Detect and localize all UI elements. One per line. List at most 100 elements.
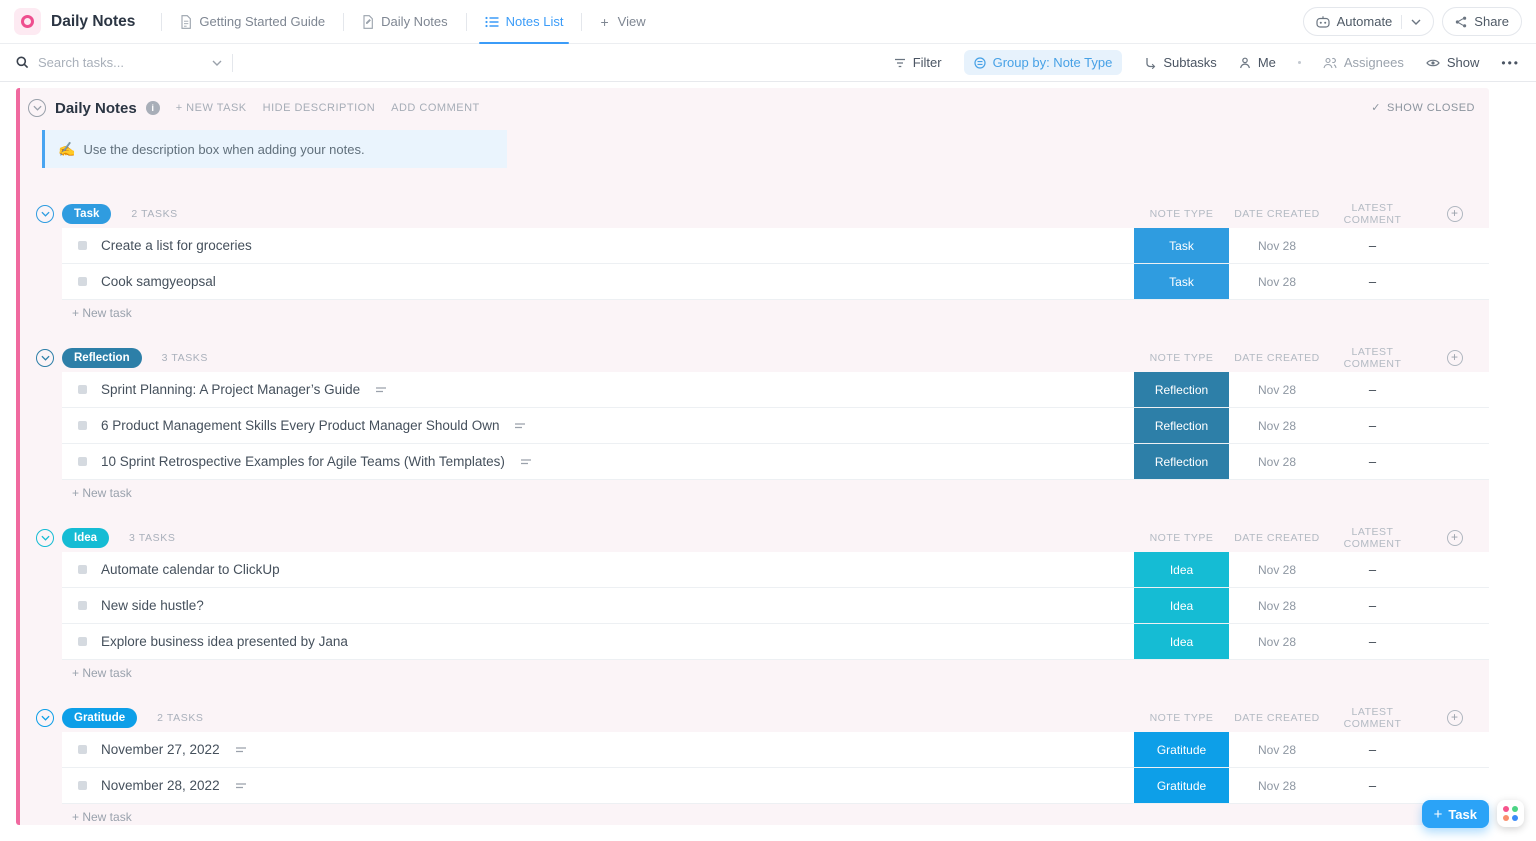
- description-icon[interactable]: [235, 746, 246, 753]
- list-logo[interactable]: [14, 8, 41, 35]
- date-created-cell[interactable]: Nov 28: [1257, 238, 1297, 253]
- assignees-button[interactable]: Assignees: [1323, 55, 1404, 70]
- status-square-icon[interactable]: [78, 565, 87, 574]
- collapse-chevron-icon[interactable]: [36, 349, 54, 367]
- subtasks-button[interactable]: Subtasks: [1144, 55, 1217, 70]
- task-row[interactable]: November 27, 2022 Gratitude Nov 28 –: [62, 732, 1489, 768]
- group-pill[interactable]: Task: [62, 204, 112, 224]
- description-icon[interactable]: [235, 782, 246, 789]
- new-task-button[interactable]: + New task: [72, 666, 132, 680]
- group-pill[interactable]: Reflection: [62, 348, 142, 368]
- task-title[interactable]: New side hustle?: [101, 598, 204, 613]
- task-title[interactable]: 6 Product Management Skills Every Produc…: [101, 418, 500, 433]
- tab-getting-started-guide[interactable]: Getting Started Guide: [172, 0, 333, 44]
- column-note-type[interactable]: NOTE TYPE: [1149, 208, 1214, 220]
- date-created-cell[interactable]: Nov 28: [1257, 742, 1297, 757]
- date-created-cell[interactable]: Nov 28: [1257, 778, 1297, 793]
- tab-daily-notes[interactable]: Daily Notes: [354, 0, 455, 44]
- group-by-button[interactable]: Group by: Note Type: [963, 50, 1123, 75]
- task-title[interactable]: Create a list for groceries: [101, 238, 252, 253]
- app-launcher-button[interactable]: [1497, 800, 1524, 827]
- task-title[interactable]: 10 Sprint Retrospective Examples for Agi…: [101, 454, 505, 469]
- note-type-badge[interactable]: Idea: [1134, 552, 1229, 587]
- date-created-cell[interactable]: Nov 28: [1257, 274, 1297, 289]
- note-type-badge[interactable]: Gratitude: [1134, 732, 1229, 767]
- status-square-icon[interactable]: [78, 601, 87, 610]
- add-column-icon[interactable]: +: [1446, 530, 1463, 546]
- note-type-badge[interactable]: Task: [1134, 228, 1229, 263]
- note-type-badge[interactable]: Gratitude: [1134, 768, 1229, 803]
- date-created-cell[interactable]: Nov 28: [1257, 562, 1297, 577]
- description-icon[interactable]: [520, 458, 531, 465]
- date-created-cell[interactable]: Nov 28: [1257, 382, 1297, 397]
- note-type-badge[interactable]: Reflection: [1134, 444, 1229, 479]
- group-pill[interactable]: Idea: [62, 528, 110, 548]
- add-column-icon[interactable]: +: [1446, 710, 1463, 726]
- new-task-button[interactable]: + New task: [72, 486, 132, 500]
- description-icon[interactable]: [376, 386, 387, 393]
- note-type-badge[interactable]: Idea: [1134, 624, 1229, 659]
- task-title[interactable]: Explore business idea presented by Jana: [101, 634, 348, 649]
- task-title[interactable]: November 28, 2022: [101, 778, 220, 793]
- status-square-icon[interactable]: [78, 421, 87, 430]
- column-date-created[interactable]: DATE CREATED: [1234, 208, 1320, 220]
- note-type-badge[interactable]: Idea: [1134, 588, 1229, 623]
- info-icon[interactable]: i: [145, 101, 160, 115]
- column-latest-comment[interactable]: LATEST COMMENT: [1343, 346, 1402, 370]
- date-created-cell[interactable]: Nov 28: [1257, 418, 1297, 433]
- column-latest-comment[interactable]: LATEST COMMENT: [1343, 706, 1402, 730]
- column-note-type[interactable]: NOTE TYPE: [1149, 532, 1214, 544]
- chevron-down-icon[interactable]: [212, 60, 222, 66]
- date-created-cell[interactable]: Nov 28: [1257, 598, 1297, 613]
- more-options-button[interactable]: •••: [1501, 55, 1520, 70]
- status-square-icon[interactable]: [78, 277, 87, 286]
- collapse-chevron-icon[interactable]: [28, 99, 46, 117]
- task-row[interactable]: New side hustle? Idea Nov 28 –: [62, 588, 1489, 624]
- add-comment-link[interactable]: ADD COMMENT: [391, 102, 480, 114]
- column-date-created[interactable]: DATE CREATED: [1234, 352, 1320, 364]
- task-title[interactable]: November 27, 2022: [101, 742, 220, 757]
- task-title[interactable]: Sprint Planning: A Project Manager’s Gui…: [101, 382, 361, 397]
- task-row[interactable]: 6 Product Management Skills Every Produc…: [62, 408, 1489, 444]
- hide-description-link[interactable]: HIDE DESCRIPTION: [262, 102, 376, 114]
- task-row[interactable]: Explore business idea presented by Jana …: [62, 624, 1489, 660]
- date-created-cell[interactable]: Nov 28: [1257, 634, 1297, 649]
- task-row[interactable]: Sprint Planning: A Project Manager’s Gui…: [62, 372, 1489, 408]
- column-date-created[interactable]: DATE CREATED: [1234, 712, 1320, 724]
- task-title[interactable]: Automate calendar to ClickUp: [101, 562, 280, 577]
- task-row[interactable]: Cook samgyeopsal Task Nov 28 –: [62, 264, 1489, 300]
- description-icon[interactable]: [515, 422, 526, 429]
- column-note-type[interactable]: NOTE TYPE: [1149, 352, 1214, 364]
- show-button[interactable]: Show: [1426, 55, 1479, 70]
- share-button[interactable]: Share: [1442, 7, 1522, 36]
- me-filter-button[interactable]: Me: [1239, 55, 1276, 70]
- search-box[interactable]: [16, 55, 222, 70]
- add-column-icon[interactable]: +: [1446, 350, 1463, 366]
- column-date-created[interactable]: DATE CREATED: [1234, 532, 1320, 544]
- column-latest-comment[interactable]: LATEST COMMENT: [1343, 202, 1402, 226]
- collapse-chevron-icon[interactable]: [36, 709, 54, 727]
- status-square-icon[interactable]: [78, 745, 87, 754]
- new-task-button[interactable]: + New task: [72, 810, 132, 824]
- collapse-chevron-icon[interactable]: [36, 529, 54, 547]
- note-type-badge[interactable]: Task: [1134, 264, 1229, 299]
- collapse-chevron-icon[interactable]: [36, 205, 54, 223]
- description-callout[interactable]: ✍️ Use the description box when adding y…: [42, 130, 507, 168]
- status-square-icon[interactable]: [78, 637, 87, 646]
- new-task-button[interactable]: + New task: [72, 306, 132, 320]
- show-closed-toggle[interactable]: ✓ SHOW CLOSED: [1371, 101, 1475, 115]
- new-task-link[interactable]: + NEW TASK: [175, 102, 247, 114]
- automate-button[interactable]: Automate: [1302, 7, 1435, 36]
- task-row[interactable]: 10 Sprint Retrospective Examples for Agi…: [62, 444, 1489, 480]
- search-input[interactable]: [38, 55, 178, 70]
- date-created-cell[interactable]: Nov 28: [1257, 454, 1297, 469]
- group-pill[interactable]: Gratitude: [62, 708, 138, 728]
- column-note-type[interactable]: NOTE TYPE: [1149, 712, 1214, 724]
- task-row[interactable]: Automate calendar to ClickUp Idea Nov 28…: [62, 552, 1489, 588]
- note-type-badge[interactable]: Reflection: [1134, 408, 1229, 443]
- status-square-icon[interactable]: [78, 385, 87, 394]
- note-type-badge[interactable]: Reflection: [1134, 372, 1229, 407]
- tab-notes-list[interactable]: Notes List: [477, 0, 572, 44]
- task-title[interactable]: Cook samgyeopsal: [101, 274, 216, 289]
- task-row[interactable]: Create a list for groceries Task Nov 28 …: [62, 228, 1489, 264]
